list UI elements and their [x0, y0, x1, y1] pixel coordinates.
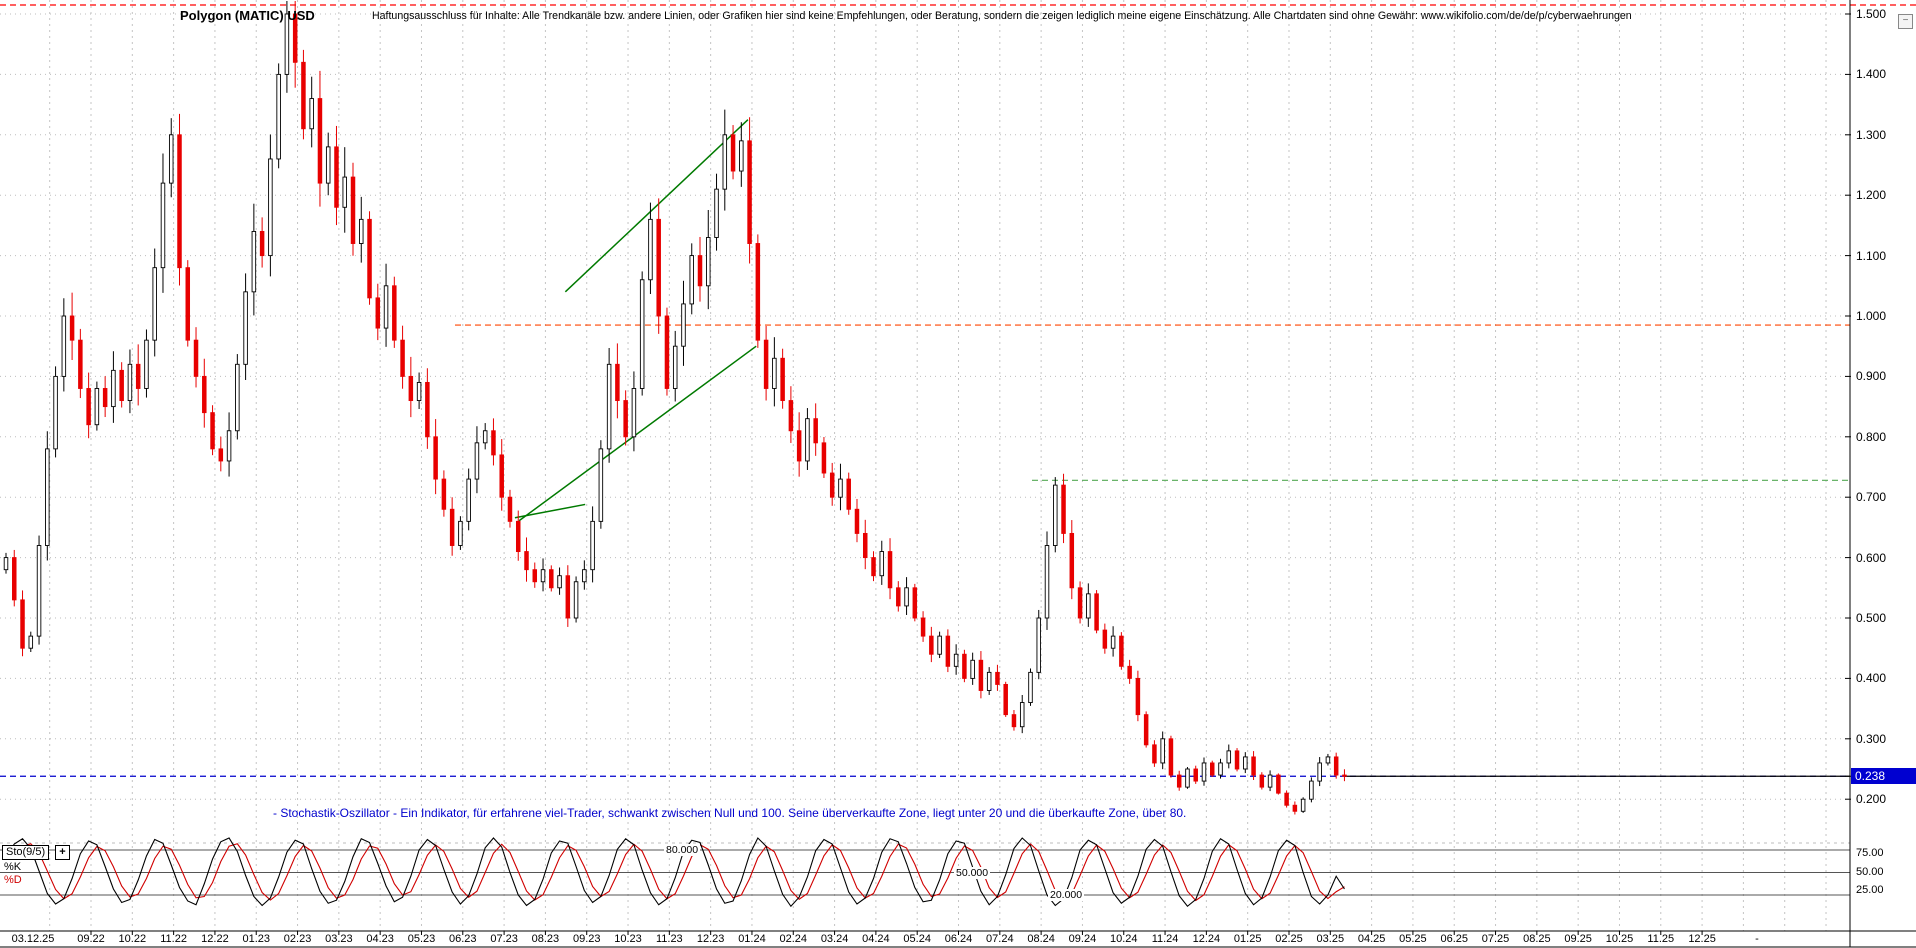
date-label: 06.25 [1440, 933, 1468, 945]
date-label: 05.25 [1399, 933, 1427, 945]
date-label: 12.22 [201, 933, 229, 945]
date-label: 07.24 [986, 933, 1014, 945]
stochastic-indicator-label[interactable]: Sto(9/5) [2, 845, 50, 860]
price-tick-label: 0.400 [1856, 671, 1887, 686]
oscillator-tick-label: 25.00 [1856, 884, 1884, 897]
axis-end-dash: - [1755, 933, 1759, 945]
date-label: 11.24 [1151, 933, 1179, 945]
date-label: 03.23 [325, 933, 353, 945]
price-tick-label: 0.600 [1856, 550, 1887, 565]
horizontal-lines [0, 4, 1916, 777]
date-label: 07.25 [1481, 933, 1510, 945]
date-label: 12.23 [696, 933, 725, 945]
price-tick-label: 0.500 [1856, 611, 1887, 625]
date-label: 09.23 [572, 933, 601, 945]
date-label: 07.23 [490, 933, 518, 945]
oscillator-tick-label: 50.00 [1856, 865, 1884, 878]
current-price-tag: 0.238 [1851, 768, 1916, 784]
date-label: 05.24 [903, 933, 931, 945]
expand-indicator-button[interactable]: + [55, 845, 70, 860]
date-label: 11.22 [160, 933, 187, 945]
date-label: 05.23 [407, 933, 436, 945]
price-tick-label: 0.200 [1856, 792, 1887, 807]
date-label: 03.25 [1316, 933, 1345, 945]
price-tick-label: 1.000 [1856, 309, 1887, 323]
date-label: 02.24 [779, 933, 808, 945]
date-label: 12.24 [1192, 933, 1221, 945]
date-label: 09.25 [1564, 933, 1592, 945]
date-label: 10.24 [1109, 933, 1138, 945]
date-label: 10.25 [1605, 933, 1634, 945]
date-label: 08.24 [1027, 933, 1055, 945]
date-label: 04.23 [366, 933, 394, 945]
date-label: 09.22 [77, 933, 105, 945]
candles [3, 1, 1347, 815]
date-label: 11.23 [655, 933, 683, 945]
price-tick-label: 1.500 [1856, 7, 1887, 21]
date-label: 02.25 [1275, 933, 1303, 945]
price-tick-label: 1.400 [1856, 67, 1887, 82]
date-label: 02.23 [283, 933, 312, 945]
trendlines [514, 119, 757, 522]
oscillator-level-label: 80.000 [664, 844, 701, 856]
date-label: 04.24 [862, 933, 890, 945]
chart-title: Polygon (MATIC) USD [180, 8, 315, 23]
date-label: 06.23 [449, 933, 477, 945]
oscillator-level-label: 50.000 [954, 866, 991, 879]
date-label: 03.24 [820, 933, 849, 945]
percent-k-label: %K [4, 861, 22, 873]
date-label: 10.22 [118, 933, 147, 945]
price-tick-label: 0.800 [1856, 429, 1887, 444]
disclaimer-text: Haftungsausschluss für Inhalte: Alle Tre… [372, 10, 1632, 22]
stochastic-oscillator [0, 837, 1850, 908]
price-tick-label: 0.900 [1856, 369, 1887, 384]
minimize-icon[interactable]: − [1898, 14, 1913, 29]
price-tick-label: 0.300 [1856, 731, 1887, 746]
date-label: 04.25 [1357, 933, 1386, 945]
date-label: 10.23 [614, 933, 642, 945]
stochastic-note: - Stochastik-Oszillator - Ein Indikator,… [273, 806, 1187, 820]
date-label: 01.25 [1233, 933, 1262, 945]
oscillator-level-label: 20.000 [1048, 889, 1085, 901]
percent-d-label: %D [4, 874, 22, 886]
date-label: 12.25 [1688, 933, 1716, 945]
price-tick-label: 0.700 [1856, 490, 1887, 505]
price-tick-label: 1.200 [1856, 188, 1887, 203]
date-label: 09.24 [1068, 933, 1097, 945]
price-tick-label: 1.300 [1856, 127, 1887, 142]
date-label: 06.24 [944, 933, 973, 945]
date-label: 08.25 [1523, 933, 1551, 945]
date-label: 08.23 [531, 933, 560, 945]
current-date-label: 03.12.25 [11, 933, 55, 945]
date-label: 11.25 [1647, 933, 1675, 945]
date-label: 01.24 [738, 933, 766, 945]
price-tick-label: 1.100 [1856, 248, 1887, 263]
date-label: 01.23 [242, 933, 270, 945]
oscillator-tick-label: 75.00 [1856, 846, 1884, 859]
